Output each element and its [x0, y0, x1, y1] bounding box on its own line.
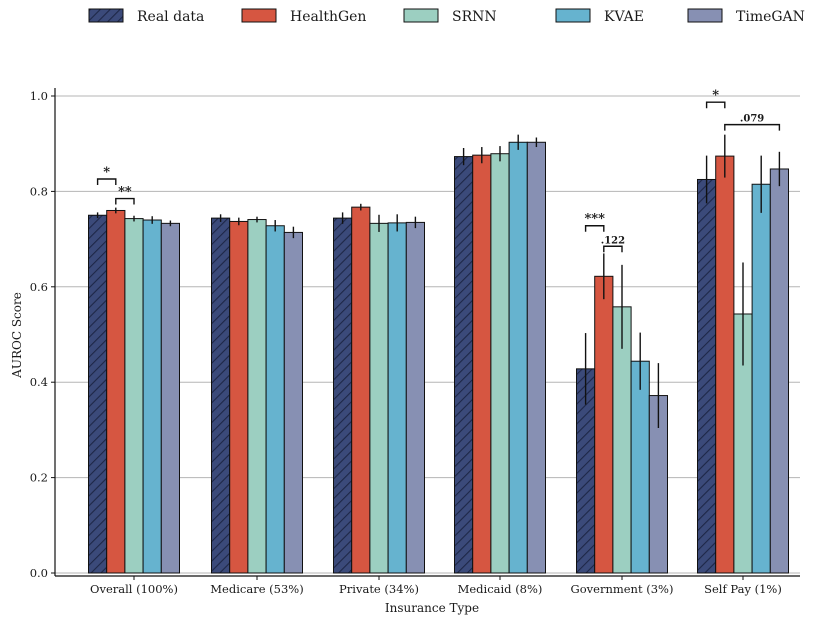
bar-0-2: [333, 217, 353, 574]
bar-0-0: [88, 214, 108, 574]
y-tick-label-2: 0.4: [30, 375, 48, 389]
bar-3-3: [508, 141, 528, 574]
bar-3-5: [751, 183, 771, 574]
legend: Real data HealthGen SRNN KVAE TimeGAN: [88, 8, 805, 25]
legend-swatch-3: [555, 8, 591, 23]
bar-0-3: [454, 156, 474, 574]
bar-2-2: [369, 222, 389, 574]
significance-bracket-2: [584, 225, 605, 232]
significance-label-1: **: [118, 185, 132, 200]
legend-swatch-0: [88, 8, 124, 23]
bar-3-2: [387, 222, 407, 574]
significance-bracket-1: [115, 197, 135, 205]
error-bars-group: [96, 134, 781, 428]
significance-label-5: .079: [740, 114, 764, 125]
x-tick-label-5: Self Pay (1%): [704, 582, 782, 596]
y-axis-label: AUROC Score: [10, 292, 24, 379]
bar-3-1: [265, 225, 285, 574]
significance-label-3: .122: [601, 235, 625, 246]
bar-4-3: [526, 141, 546, 574]
x-tick-label-3: Medicaid (8%): [458, 582, 543, 596]
bar-1-0: [106, 209, 126, 574]
x-tick-label-0: Overall (100%): [90, 582, 178, 596]
bar-4-0: [160, 222, 181, 574]
bar-4-5: [769, 168, 789, 574]
bar-1-3: [472, 154, 492, 574]
x-tick-label-1: Medicare (53%): [210, 582, 303, 596]
significance-label-4: *: [712, 88, 719, 103]
bar-3-0: [142, 219, 162, 574]
bar-1-1: [229, 220, 249, 574]
bar-1-2: [351, 206, 371, 574]
y-tick-label-1: 0.2: [30, 471, 48, 485]
x-tick-label-4: Government (3%): [571, 582, 674, 596]
y-tick-label-0: 0.0: [30, 566, 48, 580]
legend-label-1: HealthGen: [290, 9, 366, 25]
bar-0-1: [211, 217, 231, 574]
x-tick-label-2: Private (34%): [339, 582, 419, 596]
legend-label-4: TimeGAN: [736, 9, 805, 25]
significance-annotations: ******.122*.079: [96, 88, 781, 253]
bar-2-1: [247, 219, 267, 574]
x-axis-label: Insurance Type: [385, 601, 479, 615]
bar-1-5: [715, 155, 735, 574]
y-tick-label-3: 0.6: [30, 280, 48, 294]
legend-label-0: Real data: [137, 9, 204, 25]
y-tick-label-4: 0.8: [30, 184, 48, 198]
bar-2-3: [490, 153, 510, 574]
axes: 0.0 0.2 0.4 0.6 0.8 1.0 Overall (100%) Medicare…: [30, 88, 800, 596]
bar-4-2: [405, 221, 425, 574]
bar-2-0: [124, 218, 144, 574]
legend-swatch-2: [403, 8, 439, 23]
legend-label-2: SRNN: [452, 9, 497, 25]
significance-bracket-4: [705, 101, 726, 109]
y-tick-label-5: 1.0: [30, 89, 48, 103]
bar-1-4: [594, 275, 614, 574]
bar-4-1: [283, 231, 303, 574]
bars-group: [88, 141, 789, 574]
bar-3-4: [630, 360, 650, 574]
legend-label-3: KVAE: [604, 9, 644, 25]
legend-swatch-1: [241, 8, 277, 23]
legend-swatch-4: [687, 8, 723, 23]
significance-bracket-3: [603, 245, 623, 253]
significance-bracket-5: [724, 123, 781, 131]
significance-label-0: *: [103, 165, 110, 180]
bar-0-5: [697, 178, 717, 574]
significance-label-2: ***: [584, 212, 605, 227]
significance-bracket-0: [96, 178, 117, 185]
